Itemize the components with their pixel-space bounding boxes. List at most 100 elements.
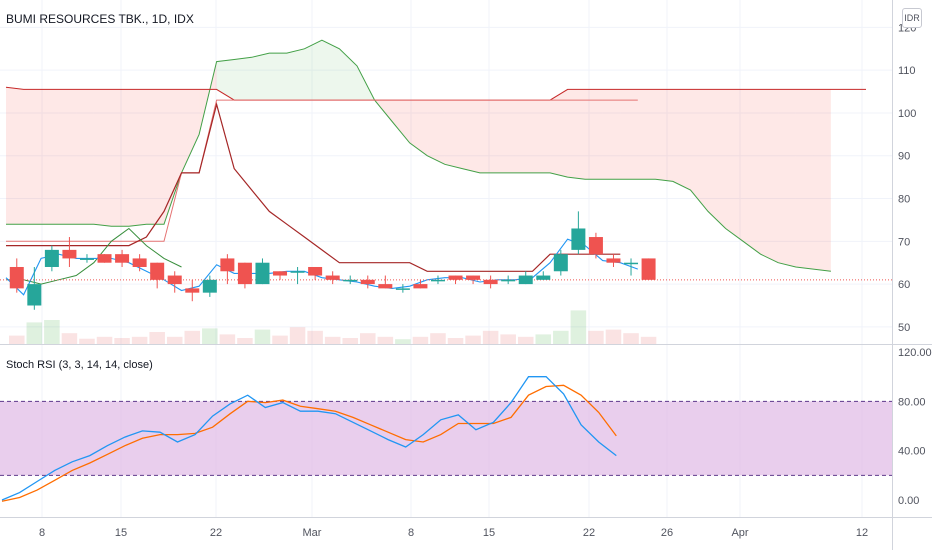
stoch-rsi-title: Stoch RSI (3, 3, 14, 14, close) <box>6 359 153 371</box>
cloud-segment <box>321 40 340 101</box>
candlestick-series[interactable] <box>9 211 656 310</box>
volume-bar <box>377 336 394 344</box>
volume-bar <box>272 335 288 344</box>
time-tick-label: 22 <box>583 527 595 539</box>
volume-bar <box>517 336 534 344</box>
candle-body <box>483 279 498 285</box>
price-tick-label: 100 <box>898 108 916 120</box>
volume-bar <box>184 330 201 344</box>
cloud-segment <box>304 40 322 101</box>
stoch-rsi-k-line <box>1 376 617 501</box>
volume-bar <box>9 335 25 344</box>
volume-bar <box>219 334 236 344</box>
time-tick-label: 8 <box>39 527 45 539</box>
time-tick-label: 22 <box>210 527 222 539</box>
candle-body <box>325 275 340 280</box>
cloud-segment <box>427 100 445 165</box>
volume-bar <box>26 322 43 344</box>
currency-button[interactable]: IDR <box>902 8 922 28</box>
candle-body <box>27 284 42 306</box>
rsi-tick-label: 0.00 <box>898 495 919 507</box>
volume-bar <box>131 336 148 344</box>
cloud-segment <box>76 89 94 225</box>
cloud-segment <box>655 89 673 182</box>
chart-title: BUMI RESOURCES TBK., 1D, IDX <box>6 12 194 26</box>
volume-bars <box>9 310 657 344</box>
time-tick-label: Apr <box>731 527 748 539</box>
volume-bar <box>96 336 113 344</box>
volume-bar <box>395 339 411 344</box>
stoch-rsi-d-line <box>1 384 617 502</box>
volume-bar <box>640 336 657 344</box>
volume-bar <box>500 334 516 344</box>
candle-body <box>360 279 375 285</box>
candle-body <box>44 249 59 267</box>
candle-body <box>132 258 147 267</box>
cloud-segment <box>708 89 726 229</box>
cloud-segment <box>795 89 814 270</box>
candle-body <box>62 249 77 259</box>
candle-body <box>378 284 393 289</box>
candle-body <box>97 254 112 263</box>
candle-body <box>395 288 410 290</box>
volume-bar <box>570 310 587 344</box>
volume-bar <box>149 332 165 344</box>
volume-bar <box>202 328 218 344</box>
candle-body <box>624 262 639 265</box>
volume-bar <box>307 330 323 344</box>
rsi-tick-label: 120.00 <box>898 347 932 359</box>
candle-body <box>255 262 270 285</box>
cloud-segment <box>672 89 691 190</box>
chikou-line <box>6 227 182 285</box>
cloud-segment <box>462 100 480 173</box>
candle-body <box>220 258 235 272</box>
candle-body <box>308 266 323 276</box>
cloud-segment <box>585 89 603 180</box>
candle-body <box>115 254 130 263</box>
volume-bar <box>79 338 95 344</box>
price-tick-label: 60 <box>898 279 910 291</box>
candle-body <box>501 279 516 282</box>
cloud-segment <box>602 89 621 180</box>
price-tick-label: 50 <box>898 322 910 334</box>
stoch-rsi-pane[interactable] <box>0 376 892 502</box>
cloud-segment <box>743 89 761 255</box>
cloud-segment <box>532 100 551 173</box>
volume-bar <box>324 336 341 344</box>
candle-body <box>430 279 445 282</box>
volume-bar <box>623 333 639 344</box>
cloud-segment <box>550 89 568 178</box>
cloud-segment <box>725 89 744 242</box>
candle-body <box>518 275 533 285</box>
cloud-segment <box>93 89 112 227</box>
volume-bar <box>166 336 183 344</box>
price-tick-label: 110 <box>898 65 916 77</box>
candle-body <box>202 279 217 293</box>
rsi-tick-label: 80.00 <box>898 396 926 408</box>
cloud-segment <box>690 89 708 212</box>
price-tick-label: 120 <box>898 22 916 34</box>
cloud-segment <box>111 89 129 227</box>
volume-bar <box>465 335 481 344</box>
candle-body <box>553 254 568 272</box>
price-tick-label: 80 <box>898 194 910 206</box>
rsi-band-fill <box>0 401 892 476</box>
price-tick-label: 90 <box>898 151 910 163</box>
cloud-segment <box>637 89 656 180</box>
candle-body <box>571 228 586 250</box>
candle-body <box>606 258 621 263</box>
candle-body <box>273 271 288 276</box>
cloud-segment <box>6 87 24 225</box>
candle-body <box>413 284 428 289</box>
cloud-segment <box>514 100 533 173</box>
candle-body <box>588 237 603 255</box>
time-tick-label: 26 <box>661 527 673 539</box>
volume-bar <box>289 327 306 344</box>
cloud-segment <box>269 53 287 101</box>
volume-bar <box>605 329 622 344</box>
candle-body <box>641 258 656 280</box>
grid-lines <box>0 0 892 517</box>
volume-bar <box>553 330 569 344</box>
